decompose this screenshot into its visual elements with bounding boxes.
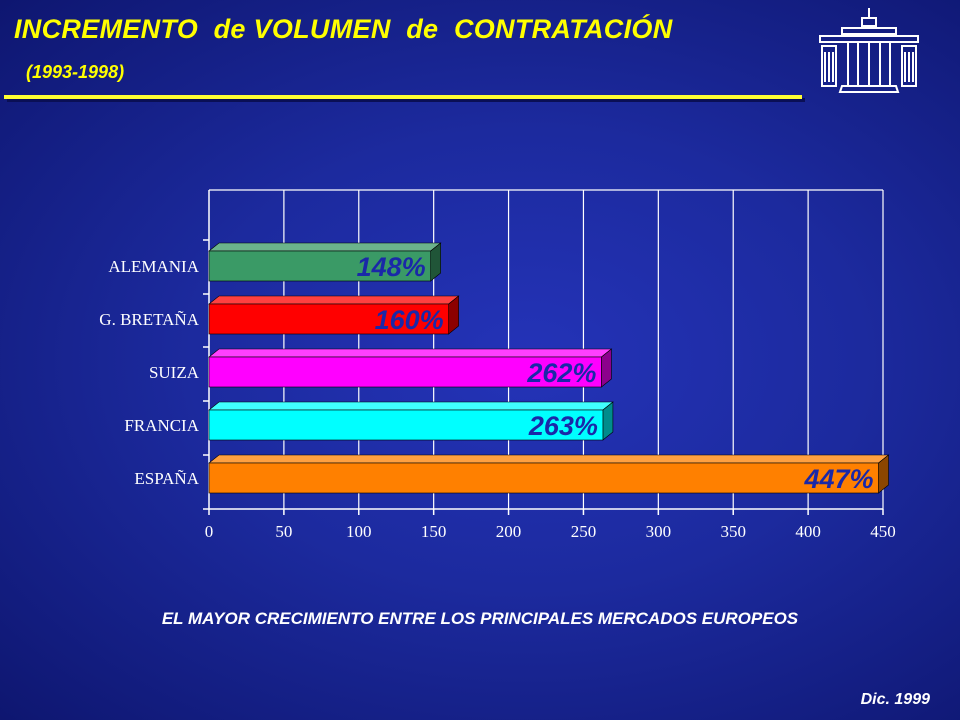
x-tick-label: 150 (421, 522, 447, 541)
data-label: 447% (803, 464, 873, 494)
x-tick-label: 100 (346, 522, 372, 541)
category-label: FRANCIA (124, 416, 199, 435)
bar-top-2 (208, 348, 613, 358)
x-tick-label: 50 (275, 522, 292, 541)
x-tick-label: 450 (870, 522, 896, 541)
x-tick-label: 200 (496, 522, 522, 541)
bar-top-0 (208, 242, 442, 252)
data-label: 262% (526, 358, 596, 388)
category-label: ALEMANIA (108, 257, 199, 276)
bar-g-bretaña (208, 303, 449, 335)
chart-caption: EL MAYOR CRECIMIENTO ENTRE LOS PRINCIPAL… (161, 609, 799, 628)
data-label: 148% (357, 252, 426, 282)
title-underline (4, 95, 802, 99)
page-subtitle: (1993-1998) (26, 62, 125, 82)
bar-top-4 (208, 454, 890, 464)
data-label: 263% (528, 411, 598, 441)
x-tick-label: 250 (571, 522, 597, 541)
bar-suiza (208, 356, 602, 388)
x-tick-label: 400 (795, 522, 821, 541)
bar-francia (208, 409, 604, 441)
date-label: Dic. 1999 (860, 691, 930, 708)
columned-building-icon (819, 8, 919, 93)
data-label: 160% (375, 305, 444, 335)
x-tick-label: 300 (646, 522, 672, 541)
bar-top-1 (208, 295, 460, 305)
category-label: SUIZA (149, 363, 200, 382)
x-tick-label: 350 (720, 522, 746, 541)
category-label: G. BRETAÑA (99, 310, 199, 329)
bar-alemania (208, 250, 431, 282)
page-title: INCREMENTO de VOLUMEN de CONTRATACIÓN (14, 14, 673, 44)
x-tick-label: 0 (205, 522, 214, 541)
bar-top-3 (208, 401, 614, 411)
category-label: ESPAÑA (134, 469, 199, 488)
bar-españa (208, 462, 879, 494)
